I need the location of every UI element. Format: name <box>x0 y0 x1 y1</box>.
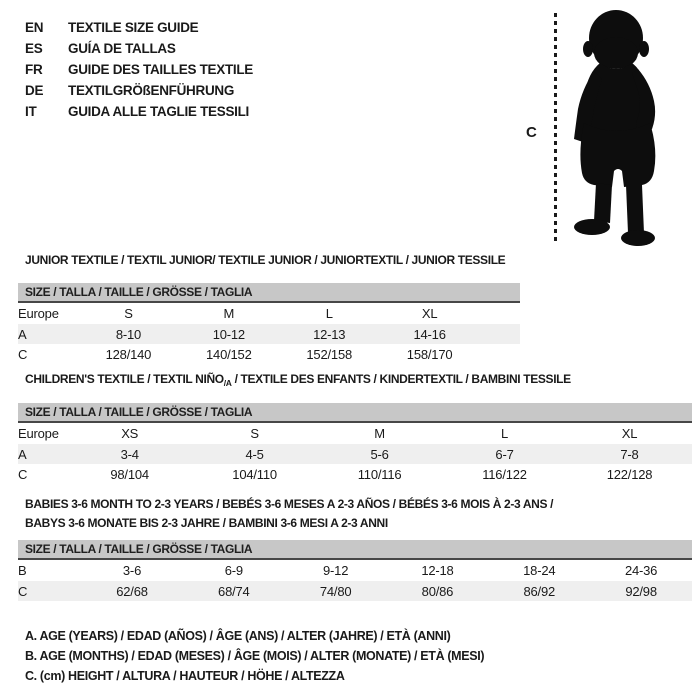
title-part: / TEXTILE DES ENFANTS / KINDERTEXTIL / B… <box>231 372 572 386</box>
months-cell: 9-12 <box>323 563 349 578</box>
language-label: TEXTILGRÖßENFÜHRUNG <box>68 83 235 98</box>
language-label: GUIDE DES TAILLES TEXTILE <box>68 62 254 77</box>
language-row-de: DE TEXTILGRÖßENFÜHRUNG <box>25 80 253 101</box>
language-label: GUIDA ALLE TAGLIE TESSILI <box>68 104 249 119</box>
age-cell: 8-10 <box>78 324 179 344</box>
age-cell: 6-7 <box>442 444 567 464</box>
height-cell: 104/110 <box>232 466 277 482</box>
table-row-europe: Europe S M L XL <box>18 303 520 324</box>
size-cell: S <box>124 306 133 321</box>
footnote-b: B. AGE (MONTHS) / EDAD (MESES) / ÂGE (MO… <box>25 649 485 663</box>
table-row-height: C 62/68 68/74 74/80 80/86 86/92 92/98 <box>18 581 692 601</box>
height-cell: 74/80 <box>284 581 387 601</box>
row-label: A <box>18 444 68 464</box>
height-cell: 152/158 <box>306 346 352 362</box>
height-cell: 98/104 <box>110 466 149 482</box>
months-cell: 24-36 <box>624 563 658 578</box>
row-label: Europe <box>18 306 59 321</box>
height-measure-dashed-line <box>554 13 557 242</box>
size-cell: S <box>250 426 259 441</box>
language-legend: EN TEXTILE SIZE GUIDE ES GUÍA DE TALLAS … <box>25 17 253 122</box>
age-cell: 7-8 <box>567 444 692 464</box>
height-cell: 122/128 <box>606 466 653 482</box>
months-cell: 18-24 <box>523 563 556 578</box>
language-code: EN <box>25 20 44 35</box>
age-cell: 10-12 <box>178 324 280 344</box>
months-cell: 3-6 <box>122 563 142 578</box>
table-row-europe: Europe XS S M L XL <box>18 423 692 444</box>
language-row-en: EN TEXTILE SIZE GUIDE <box>25 17 253 38</box>
table-row-months: B 3-6 6-9 9-12 12-18 18-24 24-36 <box>18 560 692 581</box>
language-row-fr: FR GUIDE DES TAILLES TEXTILE <box>25 59 253 80</box>
babies-title-line2: BABYS 3-6 MONATE BIS 2-3 JAHRE / BAMBINI… <box>25 516 388 530</box>
size-cell: M <box>223 306 235 321</box>
size-header-bar: SIZE / TALLA / TAILLE / GRÖSSE / TAGLIA <box>18 540 692 560</box>
row-label: C <box>18 346 28 362</box>
size-cell: L <box>325 306 333 321</box>
row-label: C <box>18 466 28 482</box>
age-cell: 14-16 <box>379 324 480 344</box>
row-label: B <box>18 563 27 578</box>
size-header-bar: SIZE / TALLA / TAILLE / GRÖSSE / TAGLIA <box>18 283 520 303</box>
table-row-height: C 128/140 140/152 152/158 158/170 <box>18 344 520 364</box>
size-cell: XL <box>621 426 638 441</box>
height-cell: 110/116 <box>357 466 402 482</box>
height-cell: 92/98 <box>590 581 692 601</box>
height-cell: 158/170 <box>406 346 453 362</box>
table-row-age: A 8-10 10-12 12-13 14-16 <box>18 324 520 344</box>
toddler-silhouette-icon <box>574 10 656 246</box>
language-code: DE <box>25 83 44 98</box>
row-label: A <box>18 324 79 344</box>
size-cell: M <box>374 426 385 441</box>
size-cell: L <box>501 426 509 441</box>
babies-title-line1: BABIES 3-6 MONTH TO 2-3 YEARS / BEBÉS 3-… <box>25 497 554 511</box>
height-label-c: C <box>526 124 537 141</box>
language-row-it: IT GUIDA ALLE TAGLIE TESSILI <box>25 101 253 122</box>
footnotes: A. AGE (YEARS) / EDAD (AÑOS) / ÂGE (ANS)… <box>25 626 485 686</box>
babies-table-title: BABIES 3-6 MONTH TO 2-3 YEARS / BEBÉS 3-… <box>25 495 665 533</box>
row-label: C <box>18 581 82 601</box>
height-cell: 140/152 <box>206 346 252 362</box>
language-label: GUÍA DE TALLAS <box>68 41 176 56</box>
children-table-title: CHILDREN'S TEXTILE / TEXTIL NIÑO/A / TEX… <box>25 370 571 393</box>
size-header-bar: SIZE / TALLA / TAILLE / GRÖSSE / TAGLIA <box>18 403 692 423</box>
title-subscript: /A <box>223 378 232 388</box>
age-cell: 12-13 <box>279 324 380 344</box>
footnote-c: C. (cm) HEIGHT / ALTURA / HAUTEUR / HÖHE… <box>25 669 345 683</box>
junior-table: SIZE / TALLA / TAILLE / GRÖSSE / TAGLIA … <box>18 283 520 364</box>
junior-table-title: JUNIOR TEXTILE / TEXTIL JUNIOR/ TEXTILE … <box>25 253 506 267</box>
height-cell: 128/140 <box>105 346 152 362</box>
height-cell: 62/68 <box>81 581 183 601</box>
height-cell: 80/86 <box>386 581 489 601</box>
months-cell: 6-9 <box>224 563 243 578</box>
language-label: TEXTILE SIZE GUIDE <box>68 20 199 35</box>
language-row-es: ES GUÍA DE TALLAS <box>25 38 253 59</box>
table-row-height: C 98/104 104/110 110/116 116/122 122/128 <box>18 464 692 484</box>
footnote-a: A. AGE (YEARS) / EDAD (AÑOS) / ÂGE (ANS)… <box>25 629 451 643</box>
age-cell: 3-4 <box>67 444 193 464</box>
language-code: ES <box>25 41 43 56</box>
row-label: Europe <box>18 426 59 441</box>
height-cell: 68/74 <box>182 581 285 601</box>
size-cell: XS <box>121 426 139 441</box>
language-code: FR <box>25 62 43 77</box>
language-code: IT <box>25 104 37 119</box>
babies-table: SIZE / TALLA / TAILLE / GRÖSSE / TAGLIA … <box>18 540 692 601</box>
age-cell: 5-6 <box>317 444 443 464</box>
children-table: SIZE / TALLA / TAILLE / GRÖSSE / TAGLIA … <box>18 403 692 484</box>
title-part: CHILDREN'S TEXTILE / TEXTIL NIÑO <box>25 372 224 386</box>
size-cell: XL <box>421 306 438 321</box>
height-cell: 116/122 <box>482 466 527 482</box>
table-row-age: A 3-4 4-5 5-6 6-7 7-8 <box>18 444 692 464</box>
age-cell: 4-5 <box>192 444 318 464</box>
height-cell: 86/92 <box>488 581 591 601</box>
months-cell: 12-18 <box>421 563 454 578</box>
